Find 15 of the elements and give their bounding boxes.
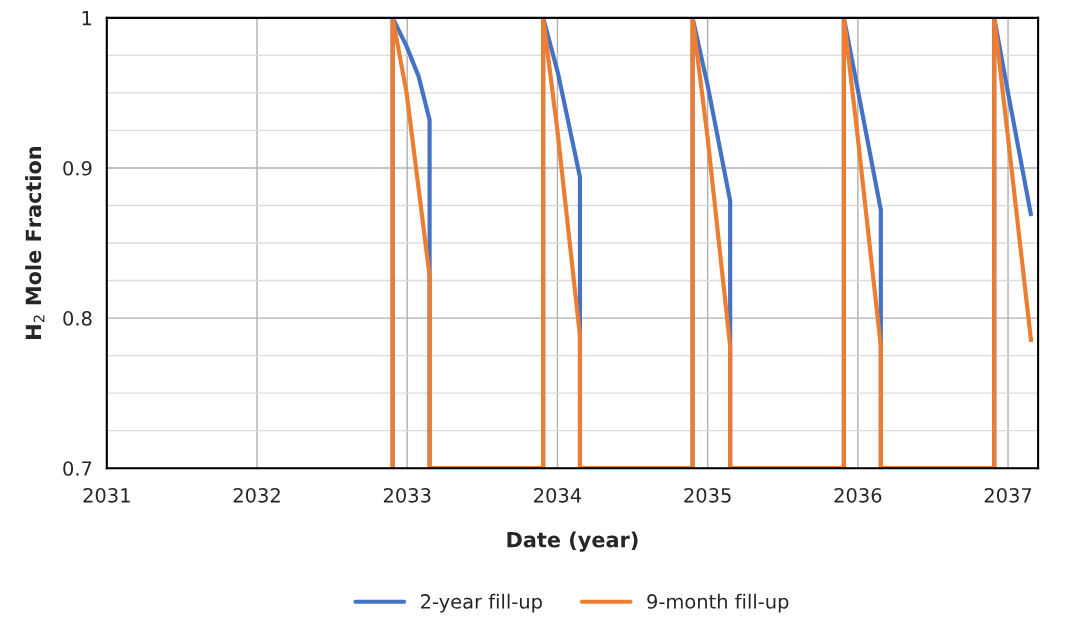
x-tick-label: 2033 [383, 487, 431, 503]
legend-label: 2-year fill-up [421, 593, 542, 613]
y-tick-label: 0.9 [63, 160, 92, 176]
y-tick-label: 0.7 [63, 461, 92, 476]
x-tick-label: 2037 [984, 487, 1032, 503]
x-tick-label: 2034 [534, 487, 582, 503]
y-tick-label: 0.8 [63, 311, 92, 326]
x-axis-title: Date (year) [507, 531, 638, 552]
x-tick-label: 2032 [233, 487, 280, 503]
y-axis-title: H$_{2}$ Mole Fraction [25, 146, 45, 339]
legend-label: 9-month fill-up [647, 593, 789, 613]
x-tick-label: 2031 [83, 487, 130, 503]
y-tick-label: 1 [82, 11, 92, 26]
x-tick-label: 2035 [684, 487, 731, 503]
x-tick-label: 2036 [834, 487, 882, 503]
